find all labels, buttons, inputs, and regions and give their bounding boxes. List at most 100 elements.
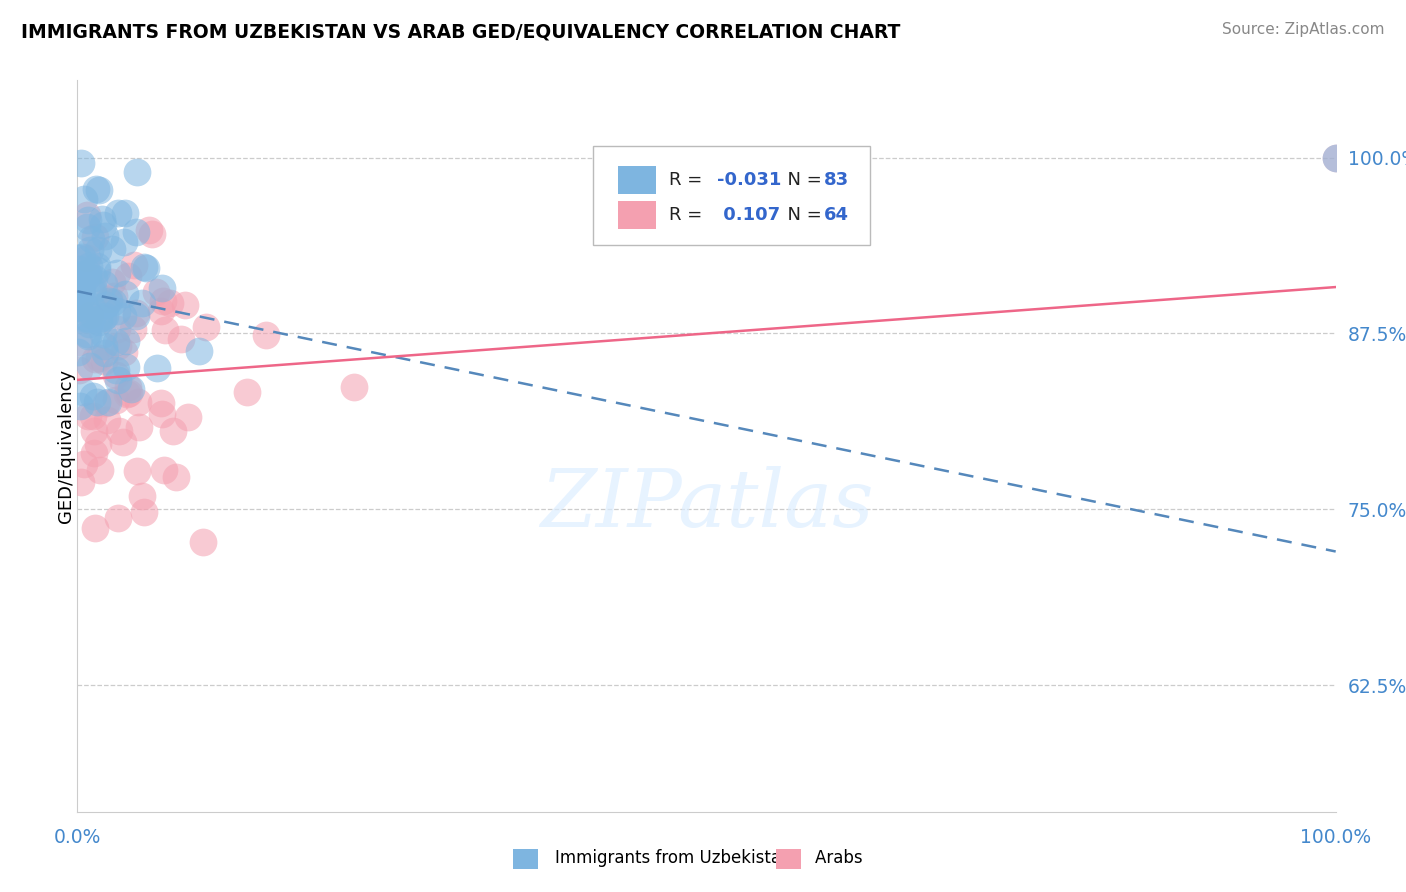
Point <box>76 208 98 222</box>
Point <box>77 328 100 343</box>
Point <box>94 395 117 409</box>
Point <box>1324 151 1347 165</box>
FancyBboxPatch shape <box>619 166 657 194</box>
Point <box>96 413 118 427</box>
Point <box>101 243 124 257</box>
Point <box>77 266 100 280</box>
Point <box>82 389 104 403</box>
Point <box>187 343 209 358</box>
Point <box>117 380 139 394</box>
Point <box>80 232 103 246</box>
Point <box>117 268 139 283</box>
Point <box>145 285 167 299</box>
Text: R =: R = <box>669 206 707 224</box>
Point <box>105 363 128 377</box>
Point <box>125 165 148 179</box>
Point <box>132 505 155 519</box>
Point <box>107 373 129 387</box>
Text: IMMIGRANTS FROM UZBEKISTAN VS ARAB GED/EQUIVALENCY CORRELATION CHART: IMMIGRANTS FROM UZBEKISTAN VS ARAB GED/E… <box>21 22 900 41</box>
Point <box>107 425 129 439</box>
Point <box>72 267 94 281</box>
Point <box>153 323 176 337</box>
Point <box>89 312 111 326</box>
Point <box>138 223 160 237</box>
Point <box>235 385 257 400</box>
Point <box>73 457 96 471</box>
Point <box>104 368 127 382</box>
Point <box>67 301 90 316</box>
Point <box>120 382 142 396</box>
Point <box>114 359 136 374</box>
Point <box>101 294 124 309</box>
Point <box>114 205 136 219</box>
Point <box>107 510 129 524</box>
Point <box>152 293 174 308</box>
Point <box>79 308 101 322</box>
Point <box>86 182 108 196</box>
Point <box>82 281 104 295</box>
Point <box>91 327 114 342</box>
FancyBboxPatch shape <box>593 146 870 245</box>
Point <box>87 437 110 451</box>
Point <box>122 322 145 336</box>
Point <box>76 220 98 235</box>
Point <box>87 351 110 365</box>
Point <box>124 309 146 323</box>
Point <box>128 419 150 434</box>
Point <box>76 312 98 326</box>
Point <box>105 304 128 318</box>
Point <box>73 193 96 207</box>
Text: 64: 64 <box>824 206 849 224</box>
Point <box>173 298 195 312</box>
Point <box>69 287 91 301</box>
Point <box>89 463 111 477</box>
Point <box>114 286 136 301</box>
Point <box>82 285 104 299</box>
Point <box>254 328 277 343</box>
Point <box>170 332 193 346</box>
Point <box>69 156 91 170</box>
Point <box>93 339 115 353</box>
Point <box>87 243 110 257</box>
Point <box>83 424 105 438</box>
Point <box>77 212 100 227</box>
Point <box>72 384 94 399</box>
Point <box>101 275 124 289</box>
Point <box>107 206 129 220</box>
Point <box>96 298 118 312</box>
Point <box>67 344 90 359</box>
Text: 83: 83 <box>824 170 849 189</box>
Point <box>191 535 214 549</box>
Point <box>69 276 91 290</box>
Point <box>94 229 117 244</box>
Text: Immigrants from Uzbekistan: Immigrants from Uzbekistan <box>534 849 792 867</box>
Point <box>105 322 128 336</box>
Point <box>86 259 108 273</box>
Point <box>94 346 117 360</box>
Point <box>93 277 115 291</box>
Point <box>84 521 107 535</box>
Text: 0.107: 0.107 <box>717 206 780 224</box>
Point <box>91 218 114 232</box>
Text: Arabs: Arabs <box>794 849 863 867</box>
Point <box>76 326 98 341</box>
Point <box>107 339 129 353</box>
Point <box>76 268 98 283</box>
FancyBboxPatch shape <box>619 201 657 228</box>
Point <box>87 182 110 196</box>
Point <box>80 299 103 313</box>
Point <box>159 296 181 310</box>
Point <box>77 260 100 274</box>
Point <box>131 296 153 310</box>
Point <box>131 489 153 503</box>
Text: Source: ZipAtlas.com: Source: ZipAtlas.com <box>1222 22 1385 37</box>
Point <box>104 334 127 349</box>
Point <box>105 266 128 280</box>
Point <box>111 310 134 324</box>
Point <box>195 319 218 334</box>
Point <box>83 271 105 285</box>
Point <box>150 408 173 422</box>
Point <box>149 396 172 410</box>
Point <box>72 271 94 285</box>
Point <box>84 352 107 367</box>
